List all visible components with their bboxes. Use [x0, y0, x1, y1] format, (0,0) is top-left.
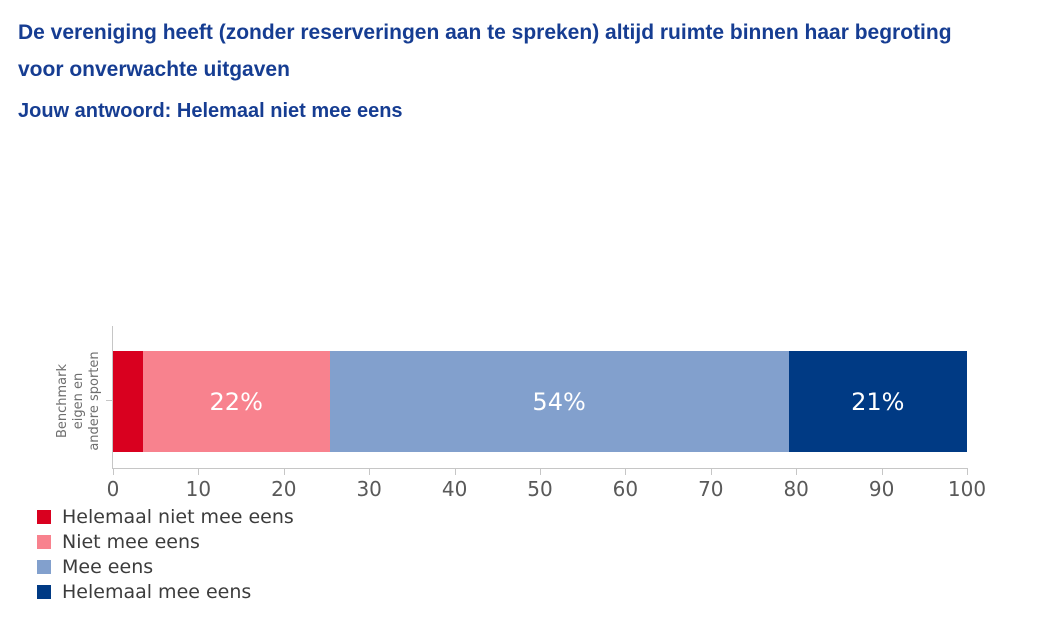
x-tick-label: 20 — [271, 477, 297, 501]
y-axis-tick — [106, 400, 112, 401]
x-tick — [369, 468, 371, 475]
x-tick — [625, 468, 627, 475]
x-tick — [198, 468, 200, 475]
stacked-bar: 22% 54% 21% — [113, 351, 967, 452]
legend-swatch — [37, 559, 51, 574]
legend-swatch — [37, 584, 51, 599]
x-tick — [283, 468, 285, 475]
bar-segment-4: 21% — [788, 351, 967, 452]
x-tick — [113, 468, 114, 475]
x-tick-label: 90 — [868, 477, 895, 501]
x-tick-label: 0 — [106, 477, 120, 501]
x-tick-label: 60 — [612, 477, 639, 501]
legend-item: Niet mee eens — [37, 529, 294, 554]
legend-item: Mee eens — [37, 554, 294, 579]
x-tick-label: 50 — [527, 477, 553, 501]
bar-segment-3: 54% — [329, 351, 789, 452]
segment-value-label: 54% — [532, 387, 586, 416]
your-answer-text: Jouw antwoord: Helemaal niet mee eens — [18, 100, 403, 122]
bar-segment-2: 22% — [142, 351, 330, 452]
legend-label: Niet mee eens — [62, 530, 200, 553]
legend-label: Helemaal niet mee eens — [62, 505, 294, 528]
legend-swatch — [37, 509, 51, 524]
legend-label: Mee eens — [62, 555, 154, 578]
x-tick — [967, 468, 968, 475]
x-tick — [881, 468, 883, 475]
legend-item: Helemaal mee eens — [37, 579, 294, 604]
legend-label: Helemaal mee eens — [62, 580, 252, 603]
bar-segment-1 — [113, 351, 143, 452]
x-tick-label: 40 — [441, 477, 468, 501]
x-tick-label: 10 — [185, 477, 212, 501]
legend-swatch — [37, 534, 51, 549]
segment-value-label: 22% — [209, 387, 263, 416]
x-tick-label: 80 — [783, 477, 809, 501]
legend-item: Helemaal niet mee eens — [37, 504, 294, 529]
x-tick-label: 70 — [698, 477, 724, 501]
x-tick-label: 30 — [356, 477, 382, 501]
x-tick-label: 100 — [947, 477, 987, 501]
x-tick — [796, 468, 798, 475]
x-tick — [454, 468, 456, 475]
y-axis-line — [112, 326, 113, 468]
segment-value-label: 21% — [851, 387, 905, 416]
chart-legend: Helemaal niet mee eens Niet mee eens Mee e… — [37, 504, 294, 604]
x-tick — [710, 468, 712, 475]
x-tick — [540, 468, 541, 475]
question-title: De vereniging heeft (zonder reserveringe… — [18, 21, 952, 81]
y-axis-label: Benchmark eigen en andere sporten — [55, 351, 102, 451]
